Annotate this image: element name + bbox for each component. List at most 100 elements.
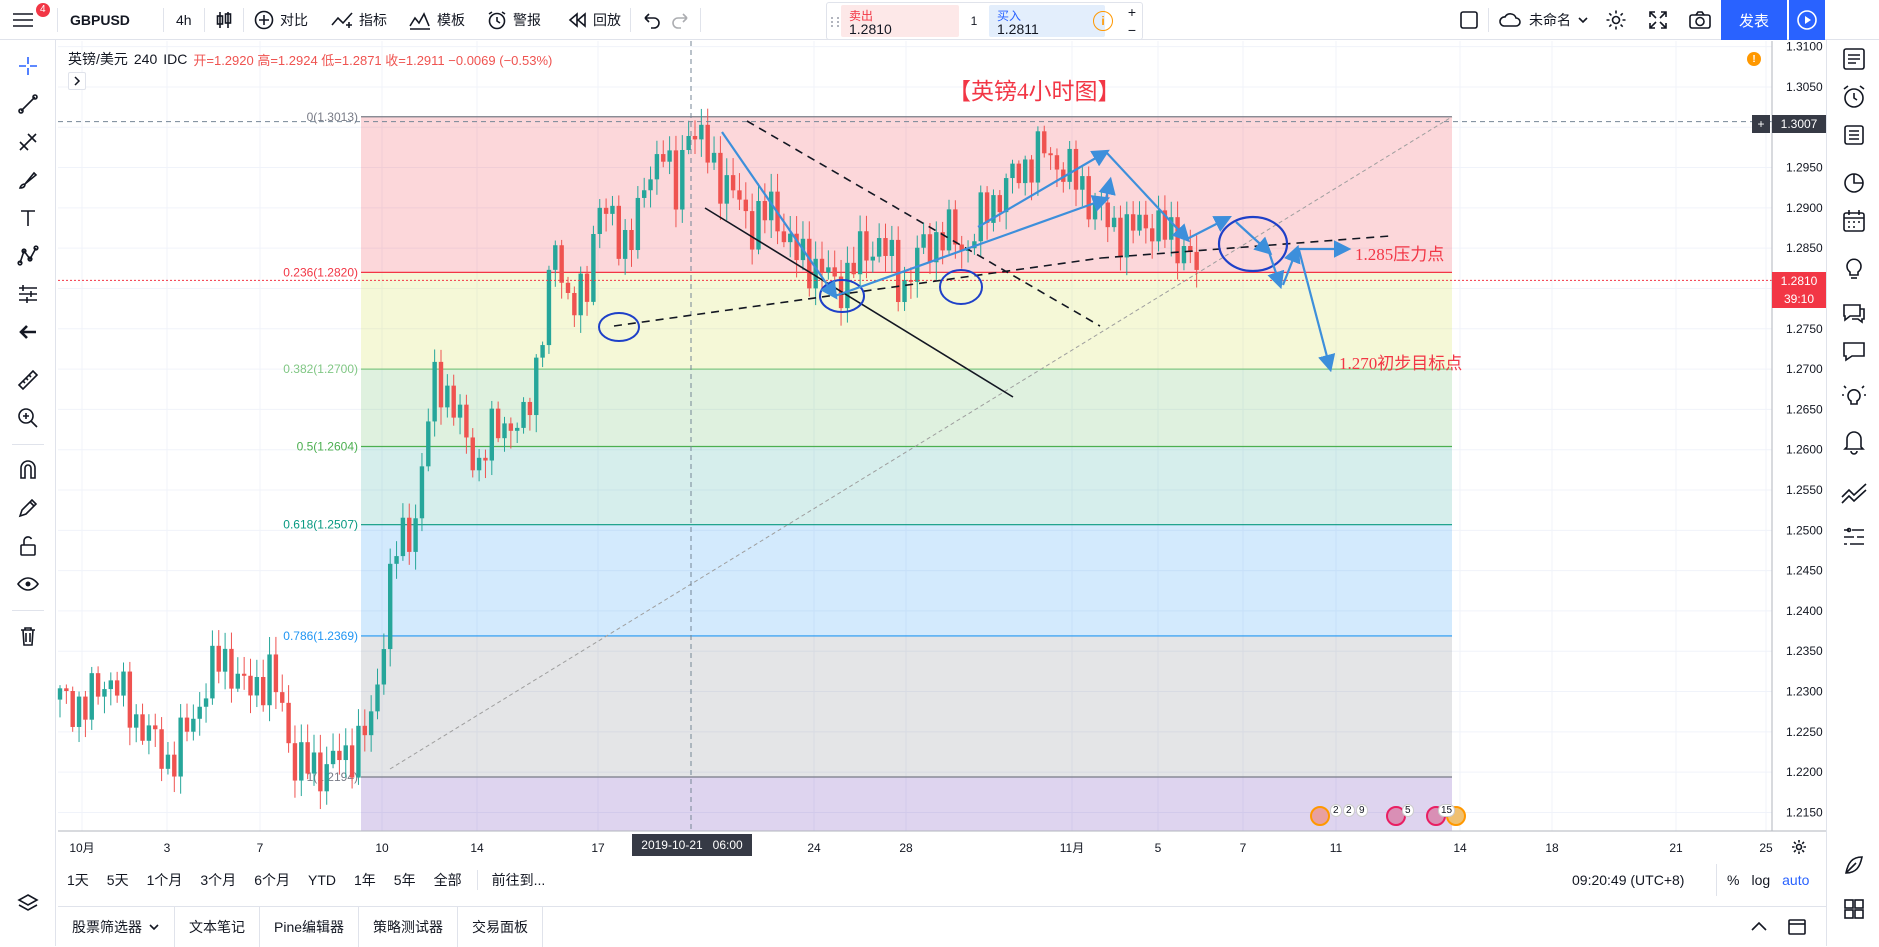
trendline-tool[interactable] [12, 88, 44, 120]
event-badge-group-us[interactable]: 2 2 9 [1310, 804, 1368, 828]
object-tree-button[interactable] [12, 888, 44, 920]
measure-tool[interactable] [12, 364, 44, 396]
chart-settings-button[interactable] [1788, 836, 1810, 858]
range-5y[interactable]: 5年 [393, 872, 416, 888]
redo-button[interactable] [670, 0, 692, 40]
candle-down [864, 215, 869, 279]
private-chats-button[interactable] [1837, 334, 1871, 368]
ideas-button[interactable] [1837, 250, 1871, 284]
interval-button[interactable]: 4h [176, 12, 192, 28]
idea-stream-button[interactable] [1837, 380, 1871, 414]
symbol-search[interactable]: GBPUSD [70, 12, 130, 28]
range-3m[interactable]: 3个月 [200, 872, 237, 888]
chart-type-button[interactable] [213, 0, 235, 40]
magnet-tool[interactable] [12, 454, 44, 486]
publish-button[interactable]: 发表 [1721, 0, 1787, 40]
zoom-tool[interactable] [12, 402, 44, 434]
replay-button[interactable]: 回放 [566, 0, 621, 40]
alert-button[interactable]: 警报 [486, 0, 541, 40]
fullscreen-button[interactable] [1647, 0, 1669, 40]
text-tool[interactable] [12, 202, 44, 234]
chats-button[interactable] [1837, 296, 1871, 330]
prediction-tool[interactable] [12, 278, 44, 310]
increase-qty-button[interactable]: + [1127, 4, 1137, 20]
tab-pine-editor[interactable]: Pine编辑器 [260, 906, 360, 947]
auto-scale-toggle[interactable]: auto [1782, 872, 1810, 888]
candle-down [1118, 205, 1123, 271]
hide-toolbar-button[interactable] [12, 316, 44, 348]
legend-toggle-button[interactable] [68, 72, 86, 90]
remove-drawings-tool[interactable] [12, 620, 44, 652]
candle-up [400, 503, 406, 561]
watchlist-button[interactable] [1837, 42, 1871, 76]
main-menu-button[interactable]: 4 [10, 0, 50, 40]
data-window-button[interactable] [1837, 118, 1871, 152]
candle-down [565, 276, 571, 300]
undo-button[interactable] [640, 0, 662, 40]
hotlists-button[interactable] [1837, 166, 1871, 200]
range-1m[interactable]: 1个月 [146, 872, 183, 888]
alerts-panel-button[interactable] [1837, 80, 1871, 114]
wave-arrow [1267, 251, 1285, 290]
tab-trading-panel[interactable]: 交易面板 [458, 906, 544, 947]
resistance-annotation[interactable]: 1.285压力点 [1355, 245, 1445, 264]
screener-button[interactable] [1837, 892, 1871, 926]
hide-drawings-tool[interactable] [12, 568, 44, 600]
drawings[interactable] [58, 41, 1772, 831]
clock[interactable]: 09:20:49 (UTC+8) [1572, 872, 1685, 888]
collapse-panel-button[interactable] [1748, 916, 1770, 941]
range-6m[interactable]: 6个月 [254, 872, 290, 888]
layout-menu-button[interactable]: 未命名 [1497, 0, 1589, 40]
templates-button[interactable]: 模板 [408, 0, 465, 40]
economic-events[interactable]: 2 2 9 5 15 [1310, 804, 1476, 828]
info-icon[interactable]: i [1093, 11, 1113, 31]
notifications-button[interactable] [1837, 424, 1871, 458]
range-all[interactable]: 全部 [433, 872, 462, 888]
depth-icon [1844, 527, 1864, 545]
order-panel-button[interactable] [1837, 476, 1871, 510]
candle-down [1130, 201, 1136, 244]
buy-button[interactable]: 买入 1.2811 [989, 5, 1105, 37]
decrease-qty-button[interactable]: − [1127, 22, 1137, 38]
live-stream-button[interactable] [1789, 0, 1825, 40]
candle-down [305, 724, 310, 780]
event-badge-group-mixed[interactable]: 15 [1426, 804, 1476, 828]
warning-icon[interactable]: ! [1747, 52, 1761, 66]
log-scale-toggle[interactable]: log [1751, 872, 1771, 888]
chart-title-annotation[interactable]: 【英镑4小时图】 [948, 79, 1121, 104]
range-1d[interactable]: 1天 [67, 872, 89, 888]
fib-retracement[interactable]: 0(1.3013) 0.236(1.2820) 0.382(1.2700) 0.5(1… [283, 110, 1453, 831]
fib-tool[interactable] [12, 126, 44, 158]
range-5d[interactable]: 5天 [106, 872, 129, 888]
tab-text-notes[interactable]: 文本笔记 [175, 906, 260, 947]
snapshot-button[interactable] [1688, 0, 1712, 40]
range-ytd[interactable]: YTD [307, 872, 336, 888]
calendar-button[interactable] [1837, 204, 1871, 238]
fullscreen-layout-button[interactable] [1458, 0, 1480, 40]
price-tick: 1.2550 [1786, 483, 1823, 497]
maximize-panel-button[interactable] [1786, 916, 1808, 941]
stay-drawing-tool[interactable] [12, 492, 44, 524]
event-badge-group-uk[interactable]: 5 [1386, 804, 1426, 828]
target-annotation[interactable]: 1.270初步目标点 [1339, 354, 1463, 373]
brush-tool[interactable] [12, 164, 44, 196]
add-alert-plus-button[interactable]: + [1752, 115, 1770, 133]
crosshair-tool[interactable] [12, 50, 44, 82]
fib-zone [361, 446, 1452, 525]
help-button[interactable] [1837, 848, 1871, 882]
lock-drawings-tool[interactable] [12, 530, 44, 562]
settings-button[interactable] [1604, 0, 1628, 40]
percent-scale-toggle[interactable]: % [1727, 872, 1740, 888]
tab-stock-screener[interactable]: 股票筛选器 [58, 906, 175, 947]
compare-button[interactable]: 对比 [253, 0, 308, 40]
pattern-tool[interactable] [12, 240, 44, 272]
drag-handle[interactable] [831, 17, 839, 27]
sell-button[interactable]: 卖出 1.2810 [841, 5, 959, 37]
indicators-button[interactable]: 指标 [330, 0, 387, 40]
legend-source: IDC [163, 51, 188, 67]
tab-strategy-tester[interactable]: 策略测试器 [359, 906, 459, 947]
dom-button[interactable] [1837, 520, 1871, 554]
goto-date-button[interactable]: 前往到... [476, 870, 555, 890]
range-1y[interactable]: 1年 [353, 872, 376, 888]
